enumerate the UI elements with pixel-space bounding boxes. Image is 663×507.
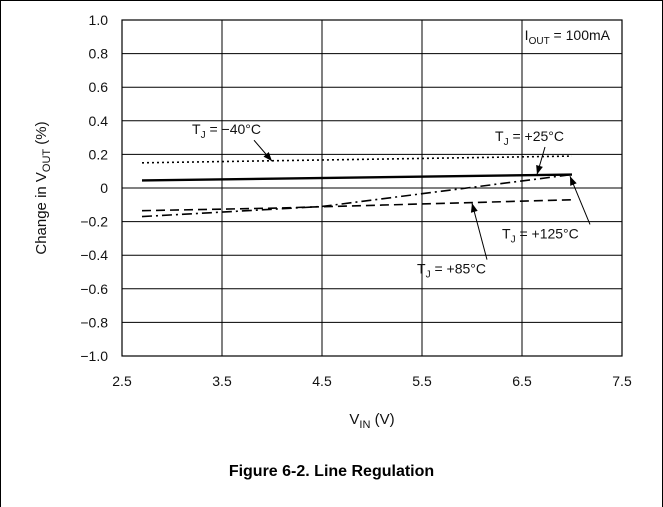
x-tick-label: 6.5 bbox=[512, 373, 532, 389]
x-tick-label: 3.5 bbox=[212, 373, 232, 389]
series-line-4 bbox=[141, 173, 573, 218]
series-label-2: TJ = +25°C bbox=[495, 128, 564, 148]
series-arrowhead-1 bbox=[263, 152, 272, 162]
series-line-1 bbox=[141, 155, 573, 164]
series-label-3: TJ = +85°C bbox=[417, 261, 486, 281]
y-tick-label: 0.4 bbox=[89, 113, 109, 129]
y-tick-label: 0.8 bbox=[89, 46, 109, 62]
series-line-2 bbox=[141, 173, 573, 182]
y-tick-label: 0.2 bbox=[89, 146, 109, 162]
y-tick-label: −1.0 bbox=[80, 348, 108, 364]
series-leader-3 bbox=[471, 202, 488, 260]
figure-caption: Figure 6-2. Line Regulation bbox=[228, 463, 435, 480]
series-line-3 bbox=[141, 198, 573, 212]
y-tick-label: −0.8 bbox=[80, 314, 108, 330]
x-tick-label: 7.5 bbox=[612, 373, 632, 389]
series-label-4: TJ = +125°C bbox=[502, 225, 579, 245]
y-tick-label: 1.0 bbox=[89, 12, 109, 28]
y-tick-label: −0.2 bbox=[80, 214, 108, 230]
series-arrowhead-2 bbox=[536, 164, 543, 175]
plot-area-border bbox=[121, 19, 623, 357]
y-axis-label: Change in VOUT (%) bbox=[33, 121, 53, 254]
y-tick-label: −0.6 bbox=[80, 281, 108, 297]
y-tick-label: 0 bbox=[100, 180, 108, 196]
series-arrowhead-4 bbox=[570, 176, 577, 186]
y-tick-label: 0.6 bbox=[89, 79, 109, 95]
x-tick-label: 5.5 bbox=[412, 373, 432, 389]
series-label-1: TJ = −40°C bbox=[192, 121, 261, 141]
condition-label: IOUT = 100mA bbox=[525, 27, 611, 47]
line-regulation-chart: 1.0 0.8 0.6 0.4 0.2 0 −0.2 −0.4 −0.6 −0.8 −1.02.5 3… bbox=[33, 12, 632, 431]
x-tick-label: 2.5 bbox=[112, 373, 132, 389]
x-tick-label: 4.5 bbox=[312, 373, 332, 389]
series-arrowhead-3 bbox=[470, 203, 478, 213]
x-axis-label: VIN (V) bbox=[349, 411, 394, 431]
y-tick-label: −0.4 bbox=[80, 247, 108, 263]
